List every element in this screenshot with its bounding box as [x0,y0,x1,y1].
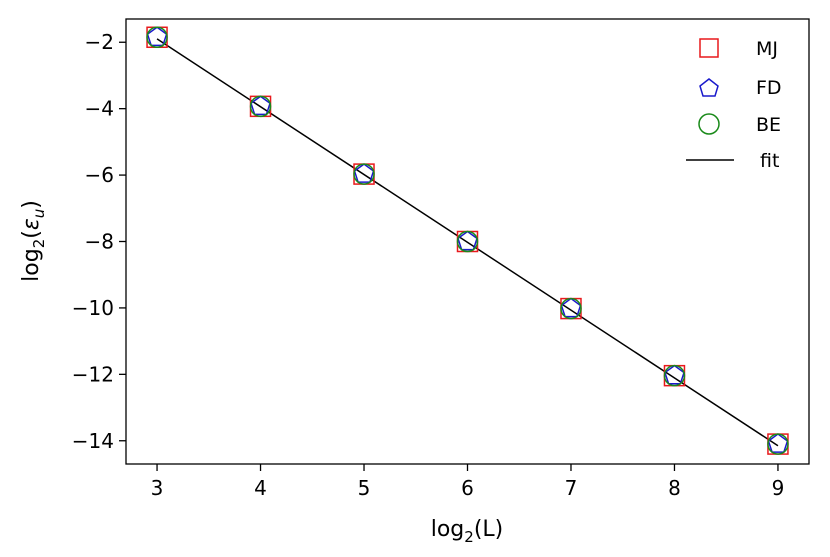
point-be [353,163,375,185]
x-tick-label: 4 [254,476,267,500]
y-tick-label: −8 [85,230,114,254]
y-tick-label: −10 [72,296,114,320]
y-tick-label: −14 [72,429,114,453]
point-fd [664,364,685,385]
legend-label-fd: FD [756,77,782,99]
legend: MJ FD BE fit [686,38,782,172]
x-tick-label: 6 [461,476,474,500]
marker-layer [146,26,789,455]
fit-line [156,38,779,447]
point-be [146,26,168,49]
y-tick-label: −12 [72,362,114,386]
x-tick-label: 5 [358,476,371,500]
point-be [663,364,686,387]
legend-marker-fd [699,78,719,97]
point-be [456,230,479,253]
point-fd [457,230,478,251]
y-tick-label: −2 [85,30,114,54]
y-axis-label: log2(εu) [19,200,48,282]
point-be [767,433,789,455]
x-tick-label: 9 [772,476,785,500]
y-tick-label: −6 [85,163,114,187]
point-fd [560,297,582,318]
x-axis-label: log2(L) [431,517,504,546]
legend-marker-mj [699,38,719,58]
y-axis-ticks: −2 −4 −6 −8 −10 −12 −14 [72,30,126,453]
x-tick-label: 8 [668,476,681,500]
legend-label-fit: fit [760,150,779,172]
legend-label-be: BE [756,114,781,136]
point-fd [767,433,789,453]
point-be [560,297,582,320]
fit-layer [156,38,779,447]
point-fd [353,163,375,183]
point-be [249,95,272,118]
legend-label-mj: MJ [756,38,778,60]
point-fd [250,95,271,116]
y-tick-label: −4 [85,97,114,121]
x-axis-ticks: 3 4 5 6 7 8 9 [151,464,785,500]
x-tick-label: 3 [151,476,164,500]
x-tick-label: 7 [565,476,578,500]
legend-marker-be [698,113,720,135]
point-fd [146,26,168,47]
